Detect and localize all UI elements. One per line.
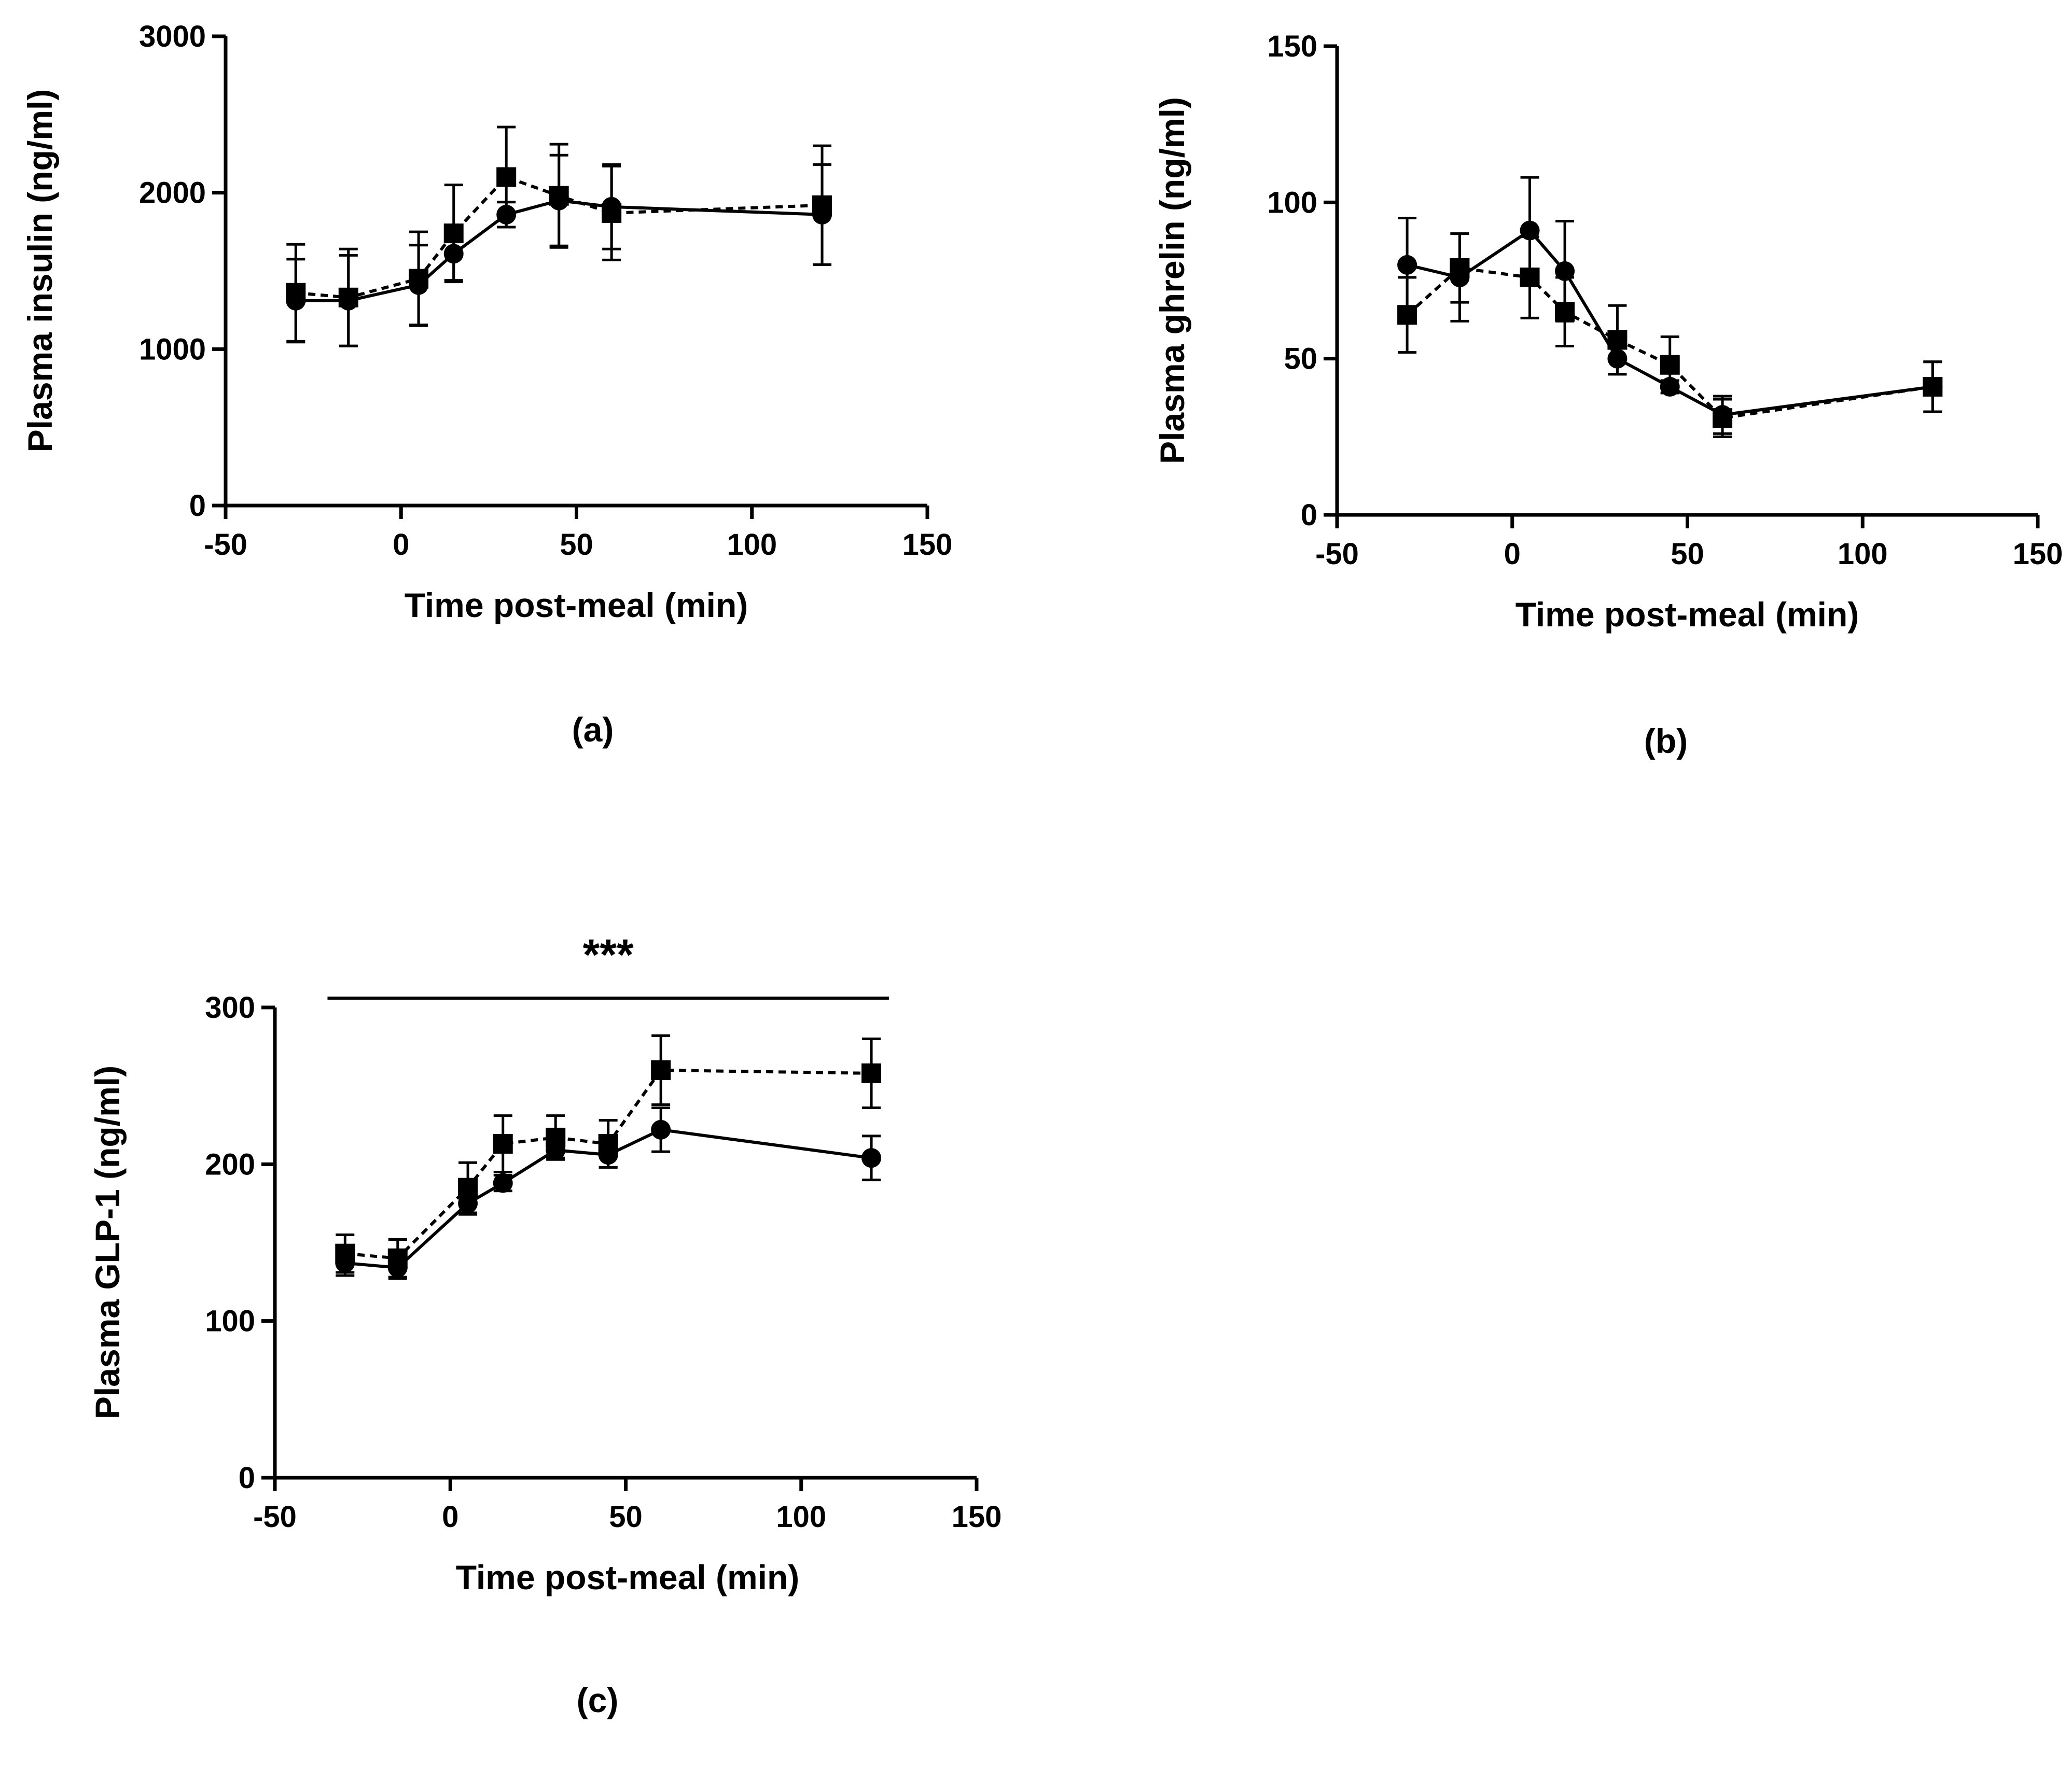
series-square-dashed [1397, 232, 1943, 438]
data-point-circle [1555, 261, 1575, 281]
data-point-square [861, 1063, 882, 1083]
data-point-square [546, 1127, 566, 1147]
data-point-square [409, 269, 429, 289]
data-point-square [338, 287, 358, 307]
data-point-square [1555, 302, 1575, 322]
data-point-square [387, 1248, 408, 1268]
y-tick-label: 100 [1267, 186, 1317, 219]
x-axis-label: Time post-meal (min) [456, 1558, 800, 1596]
data-point-square [1923, 376, 1943, 397]
data-point-circle [651, 1119, 671, 1140]
y-tick-label: 1000 [139, 332, 206, 366]
data-point-square [812, 195, 832, 215]
x-tick-label: -50 [253, 1500, 297, 1534]
y-tick-label: 0 [239, 1461, 255, 1495]
significance-label: *** [583, 930, 634, 979]
y-axis-label: Plasma GLP-1 (ng/ml) [88, 1066, 127, 1419]
data-point-circle [1520, 220, 1540, 241]
data-point-circle [493, 1173, 513, 1193]
x-tick-label: 50 [1671, 537, 1704, 571]
y-ticks: 0 50 100 150 [1267, 30, 1337, 532]
data-point-square [496, 167, 517, 187]
data-point-square [493, 1134, 513, 1154]
data-point-circle [861, 1148, 882, 1168]
data-point-square [335, 1243, 355, 1264]
y-ticks: 0 1000 2000 3000 [139, 20, 226, 523]
x-ticks: -50 0 50 100 150 [204, 506, 952, 562]
x-tick-label: 50 [609, 1500, 643, 1534]
panel-label: (c) [577, 1681, 619, 1719]
data-point-square [1397, 305, 1417, 325]
panel-b-ghrelin-chart: 0 50 100 150 -50 0 50 100 150 Plasma ghrelin (n… [1153, 30, 2063, 760]
y-axis-label: Plasma insulin (ng/ml) [21, 89, 59, 452]
panel-label: (a) [572, 710, 614, 749]
y-tick-label: 200 [205, 1147, 255, 1181]
series-line [345, 1068, 872, 1260]
x-ticks: -50 0 50 100 150 [253, 1478, 1002, 1534]
x-tick-label: 100 [727, 528, 777, 562]
plot-area [1397, 176, 1943, 438]
data-point-square [1607, 330, 1628, 350]
y-ticks: 0 100 200 300 [205, 991, 275, 1495]
x-tick-label: 150 [902, 528, 953, 562]
x-tick-label: 150 [2013, 537, 2063, 571]
x-tick-label: 0 [442, 1500, 458, 1534]
data-point-square [598, 1134, 618, 1154]
x-tick-label: 50 [560, 528, 593, 562]
plot-area [286, 125, 832, 347]
x-tick-label: 150 [952, 1500, 1002, 1534]
data-point-circle [1397, 255, 1417, 275]
data-point-square [1660, 355, 1680, 375]
x-axis-label: Time post-meal (min) [405, 586, 748, 624]
y-axis-label: Plasma ghrelin (ng/ml) [1153, 97, 1191, 464]
series-square-dashed [286, 125, 832, 347]
panel-label: (b) [1644, 722, 1688, 760]
y-tick-label: 50 [1284, 342, 1317, 376]
y-tick-label: 300 [205, 991, 255, 1025]
data-point-square [286, 283, 306, 303]
data-point-square [458, 1178, 478, 1198]
data-point-square [651, 1060, 671, 1080]
data-point-square [1450, 258, 1470, 278]
data-point-square [443, 223, 464, 244]
x-axis-label: Time post-meal (min) [1515, 595, 1859, 634]
y-tick-label: 0 [1301, 498, 1317, 532]
y-tick-label: 150 [1267, 30, 1317, 63]
series-circle-solid [1397, 176, 1943, 435]
data-point-square [1520, 267, 1540, 287]
y-tick-label: 2000 [139, 176, 206, 210]
x-tick-label: -50 [204, 528, 247, 562]
data-point-square [1713, 408, 1733, 428]
panel-a-insulin-chart: 0 1000 2000 3000 -50 0 50 100 150 Plasma insuli… [21, 20, 952, 749]
x-tick-label: 100 [1838, 537, 1888, 571]
x-ticks: -50 0 50 100 150 [1315, 515, 2063, 571]
x-tick-label: 0 [1504, 537, 1521, 571]
x-tick-label: 0 [393, 528, 409, 562]
panel-c-glp1-chart: 0 100 200 300 -50 0 50 100 150 Plasma GLP-1 (ng… [88, 930, 1002, 1719]
x-tick-label: -50 [1315, 537, 1359, 571]
y-tick-label: 0 [189, 489, 206, 523]
series-square-dashed [335, 1034, 882, 1279]
data-point-square [549, 186, 569, 206]
y-tick-label: 3000 [139, 20, 206, 53]
y-tick-label: 100 [205, 1305, 255, 1338]
plot-area [335, 1034, 882, 1280]
x-tick-label: 100 [776, 1500, 826, 1534]
data-point-square [602, 203, 622, 223]
